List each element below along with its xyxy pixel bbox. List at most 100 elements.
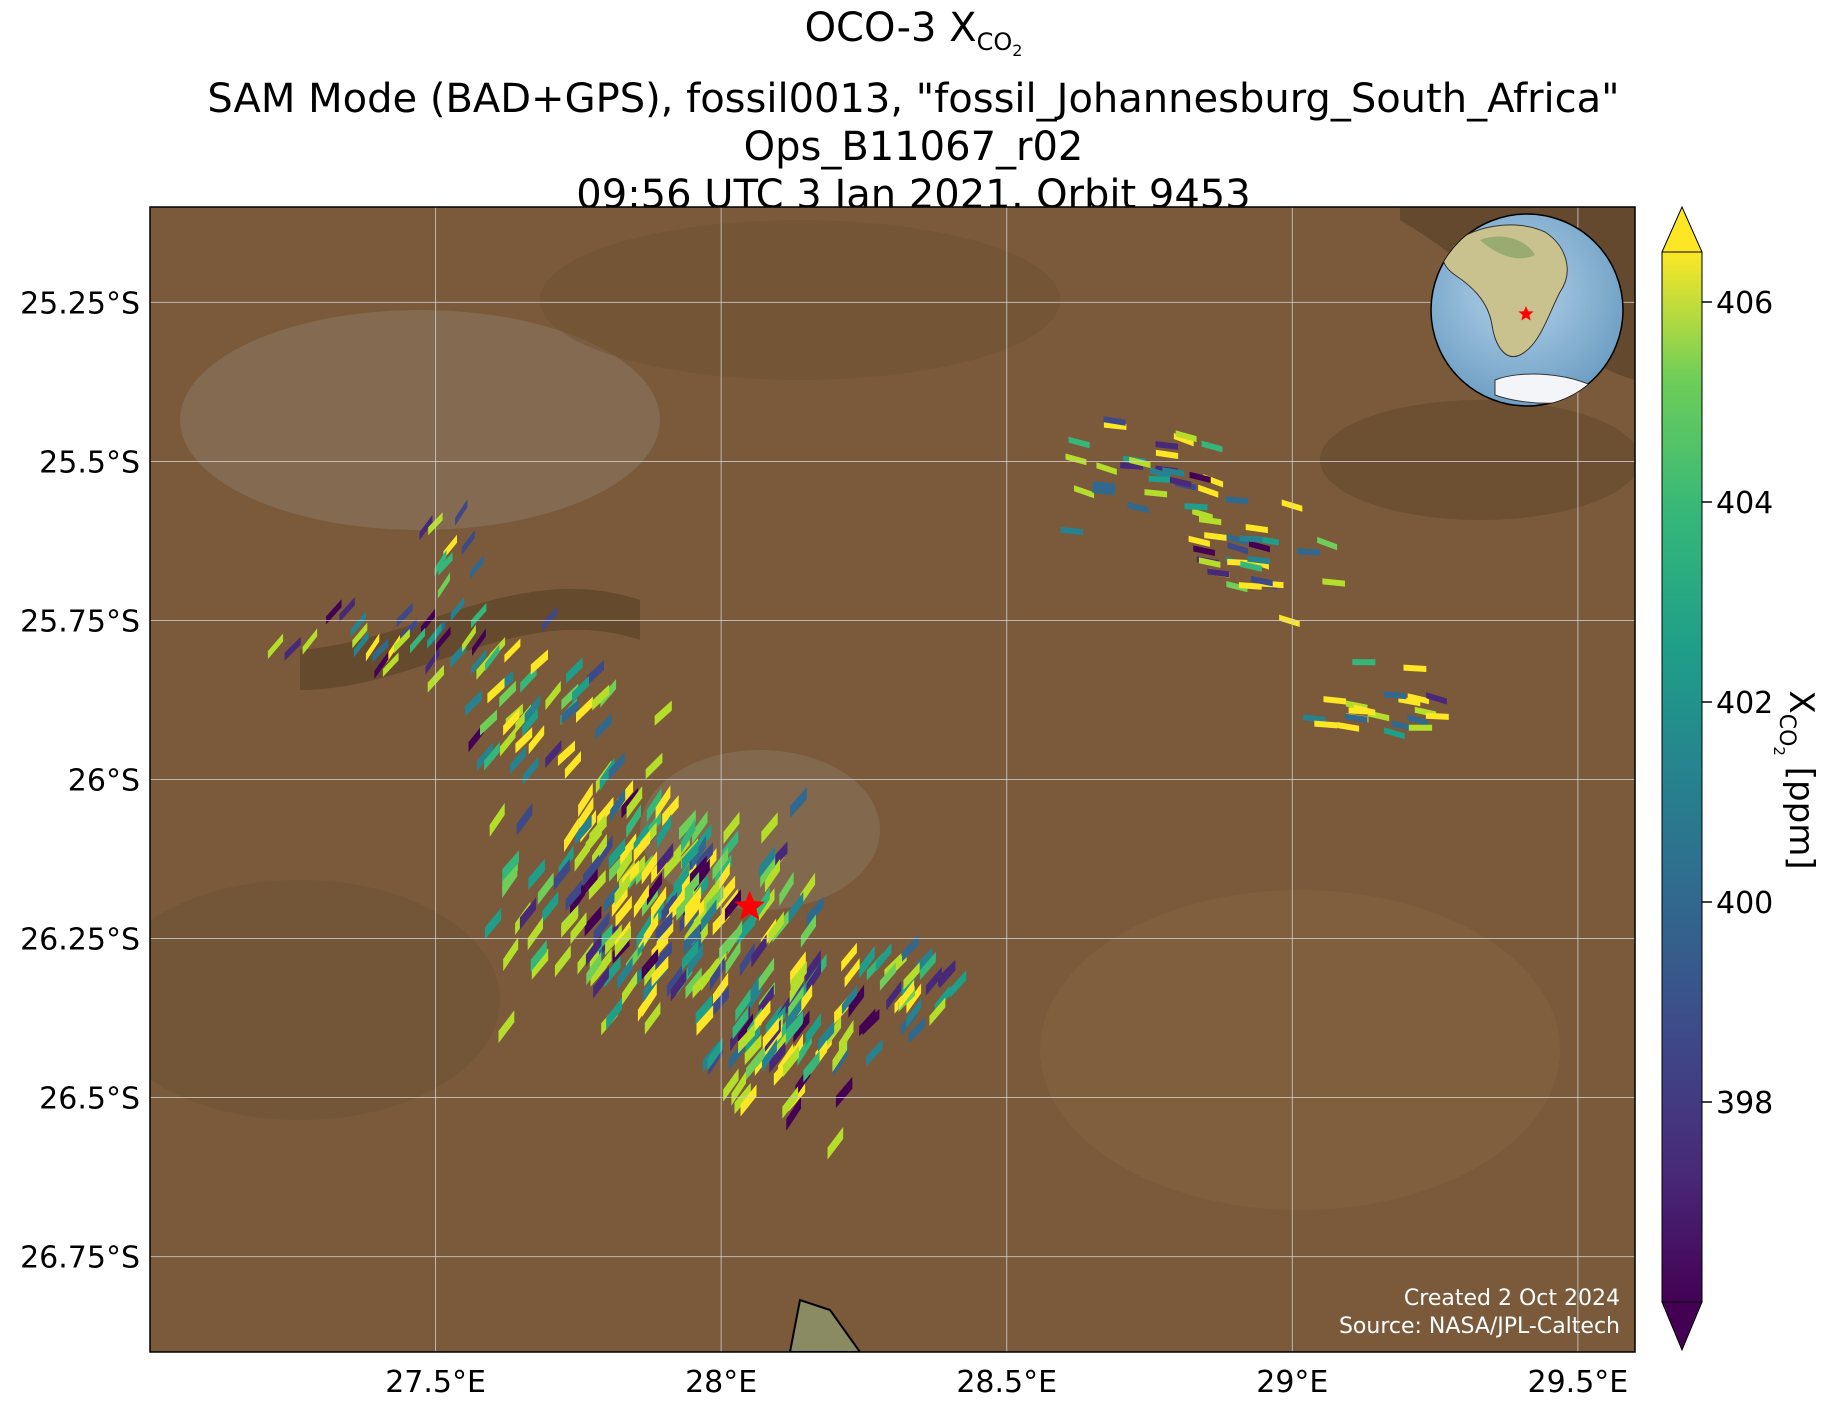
colorbar-tick-label: 398 [1716,1086,1773,1121]
sounding-footprint [588,869,606,901]
sounding-footprint [585,933,602,967]
sounding-footprint [786,1011,803,1042]
sounding-footprint [695,994,713,1026]
colorbar-extend-bottom [1661,1301,1703,1352]
longitude-tick-label: 27.5°E [385,1365,486,1400]
sounding-footprint [502,850,519,882]
map-frame [149,206,1636,1353]
sounding-footprint [782,1086,799,1119]
sounding-footprint [761,812,778,844]
sounding-footprint [758,984,774,1019]
sounding-footprint [595,713,612,740]
sounding-footprint [644,1001,661,1035]
sounding-footprint [673,863,689,897]
sounding-footprint [1322,578,1345,587]
sounding-footprint [617,956,633,990]
sounding-footprint [565,879,583,912]
sounding-footprint [790,961,807,993]
sounding-footprint [1184,503,1208,511]
sounding-footprint [1148,475,1172,483]
sounding-footprint [471,649,487,675]
latitude-tick-label: 26°S [68,764,140,799]
sounding-footprint [762,1038,777,1073]
sounding-footprint [803,1050,820,1083]
sounding-footprint [620,833,637,866]
sounding-footprint [641,851,658,885]
sounding-footprint [657,842,674,875]
sounding-footprint [641,948,659,980]
sounding-footprint [471,602,487,629]
sounding-footprint [646,871,662,906]
sounding-footprint [1144,489,1168,498]
sounding-footprint [681,861,698,894]
sounding-footprint [524,694,541,724]
sounding-footprint [516,803,533,836]
sounding-footprint [420,608,436,635]
sounding-footprint [374,651,389,679]
sounding-footprint [661,890,678,924]
latitude-tick-label: 25.25°S [20,286,140,321]
sounding-footprint [783,1045,800,1078]
sounding-footprint [1226,581,1248,593]
sounding-footprint [339,597,355,623]
latitude-tick-label: 26.5°S [39,1082,140,1117]
sounding-footprint [1074,485,1095,499]
sounding-footprint [1169,476,1192,488]
sounding-footprint [800,914,816,948]
sounding-footprint [626,786,643,820]
sounding-footprint [500,727,516,757]
sounding-footprint [545,740,562,768]
sounding-footprint [1193,545,1215,556]
sounding-footprint [437,572,450,599]
sounding-footprint [605,924,622,956]
sounding-footprint [455,499,468,526]
sounding-footprint [382,652,399,677]
sounding-footprint [1201,440,1223,453]
sounding-footprint [541,606,558,632]
sounding-footprint [504,638,521,663]
sounding-footprint [832,1037,848,1073]
sounding-footprint [608,837,626,870]
sounding-footprint [929,997,946,1026]
sounding-footprint [365,633,380,662]
longitude-tick-label: 28.5°E [956,1365,1057,1400]
sounding-footprint [527,916,543,951]
sounding-footprint [599,757,615,792]
sounding-footprint [1403,664,1427,672]
sounding-footprint [827,1126,844,1160]
sounding-footprint [903,962,920,990]
colorbar-tick-label: 404 [1716,486,1773,521]
sounding-footprint [410,627,426,654]
sounding-footprint [472,628,486,656]
latitude-tick-label: 26.75°S [20,1241,140,1276]
sounding-footprint [1383,727,1405,740]
sounding-footprint [1096,462,1117,475]
sounding-footprint [614,925,631,958]
sounding-footprint [1225,496,1249,505]
sounding-footprint [1162,467,1185,477]
sounding-footprint [1238,582,1262,590]
sounding-footprint [655,911,673,943]
sounding-footprint [1345,713,1368,723]
sounding-footprint [604,955,621,988]
sounding-footprint [805,949,821,984]
sounding-footprint [542,891,559,924]
sounding-footprint [712,847,729,881]
gridlines [150,207,1635,1352]
sounding-footprint [581,867,598,899]
sounding-footprint [1408,724,1433,731]
sounding-footprint [734,1082,751,1115]
sounding-footprint [583,854,600,887]
credit-source: Source: NASA/JPL-Caltech [1339,1314,1620,1339]
sounding-footprint [622,971,638,1006]
xco2-soundings [267,416,1449,1160]
sounding-footprint [1199,516,1222,526]
sounding-footprint [692,968,710,999]
sounding-footprint [844,958,860,988]
sounding-footprint [751,934,767,968]
sounding-footprint [651,955,669,987]
sounding-footprint [1204,532,1227,541]
sounding-footprint [509,746,526,775]
sounding-footprint [1198,557,1221,568]
sounding-footprint [589,814,606,846]
